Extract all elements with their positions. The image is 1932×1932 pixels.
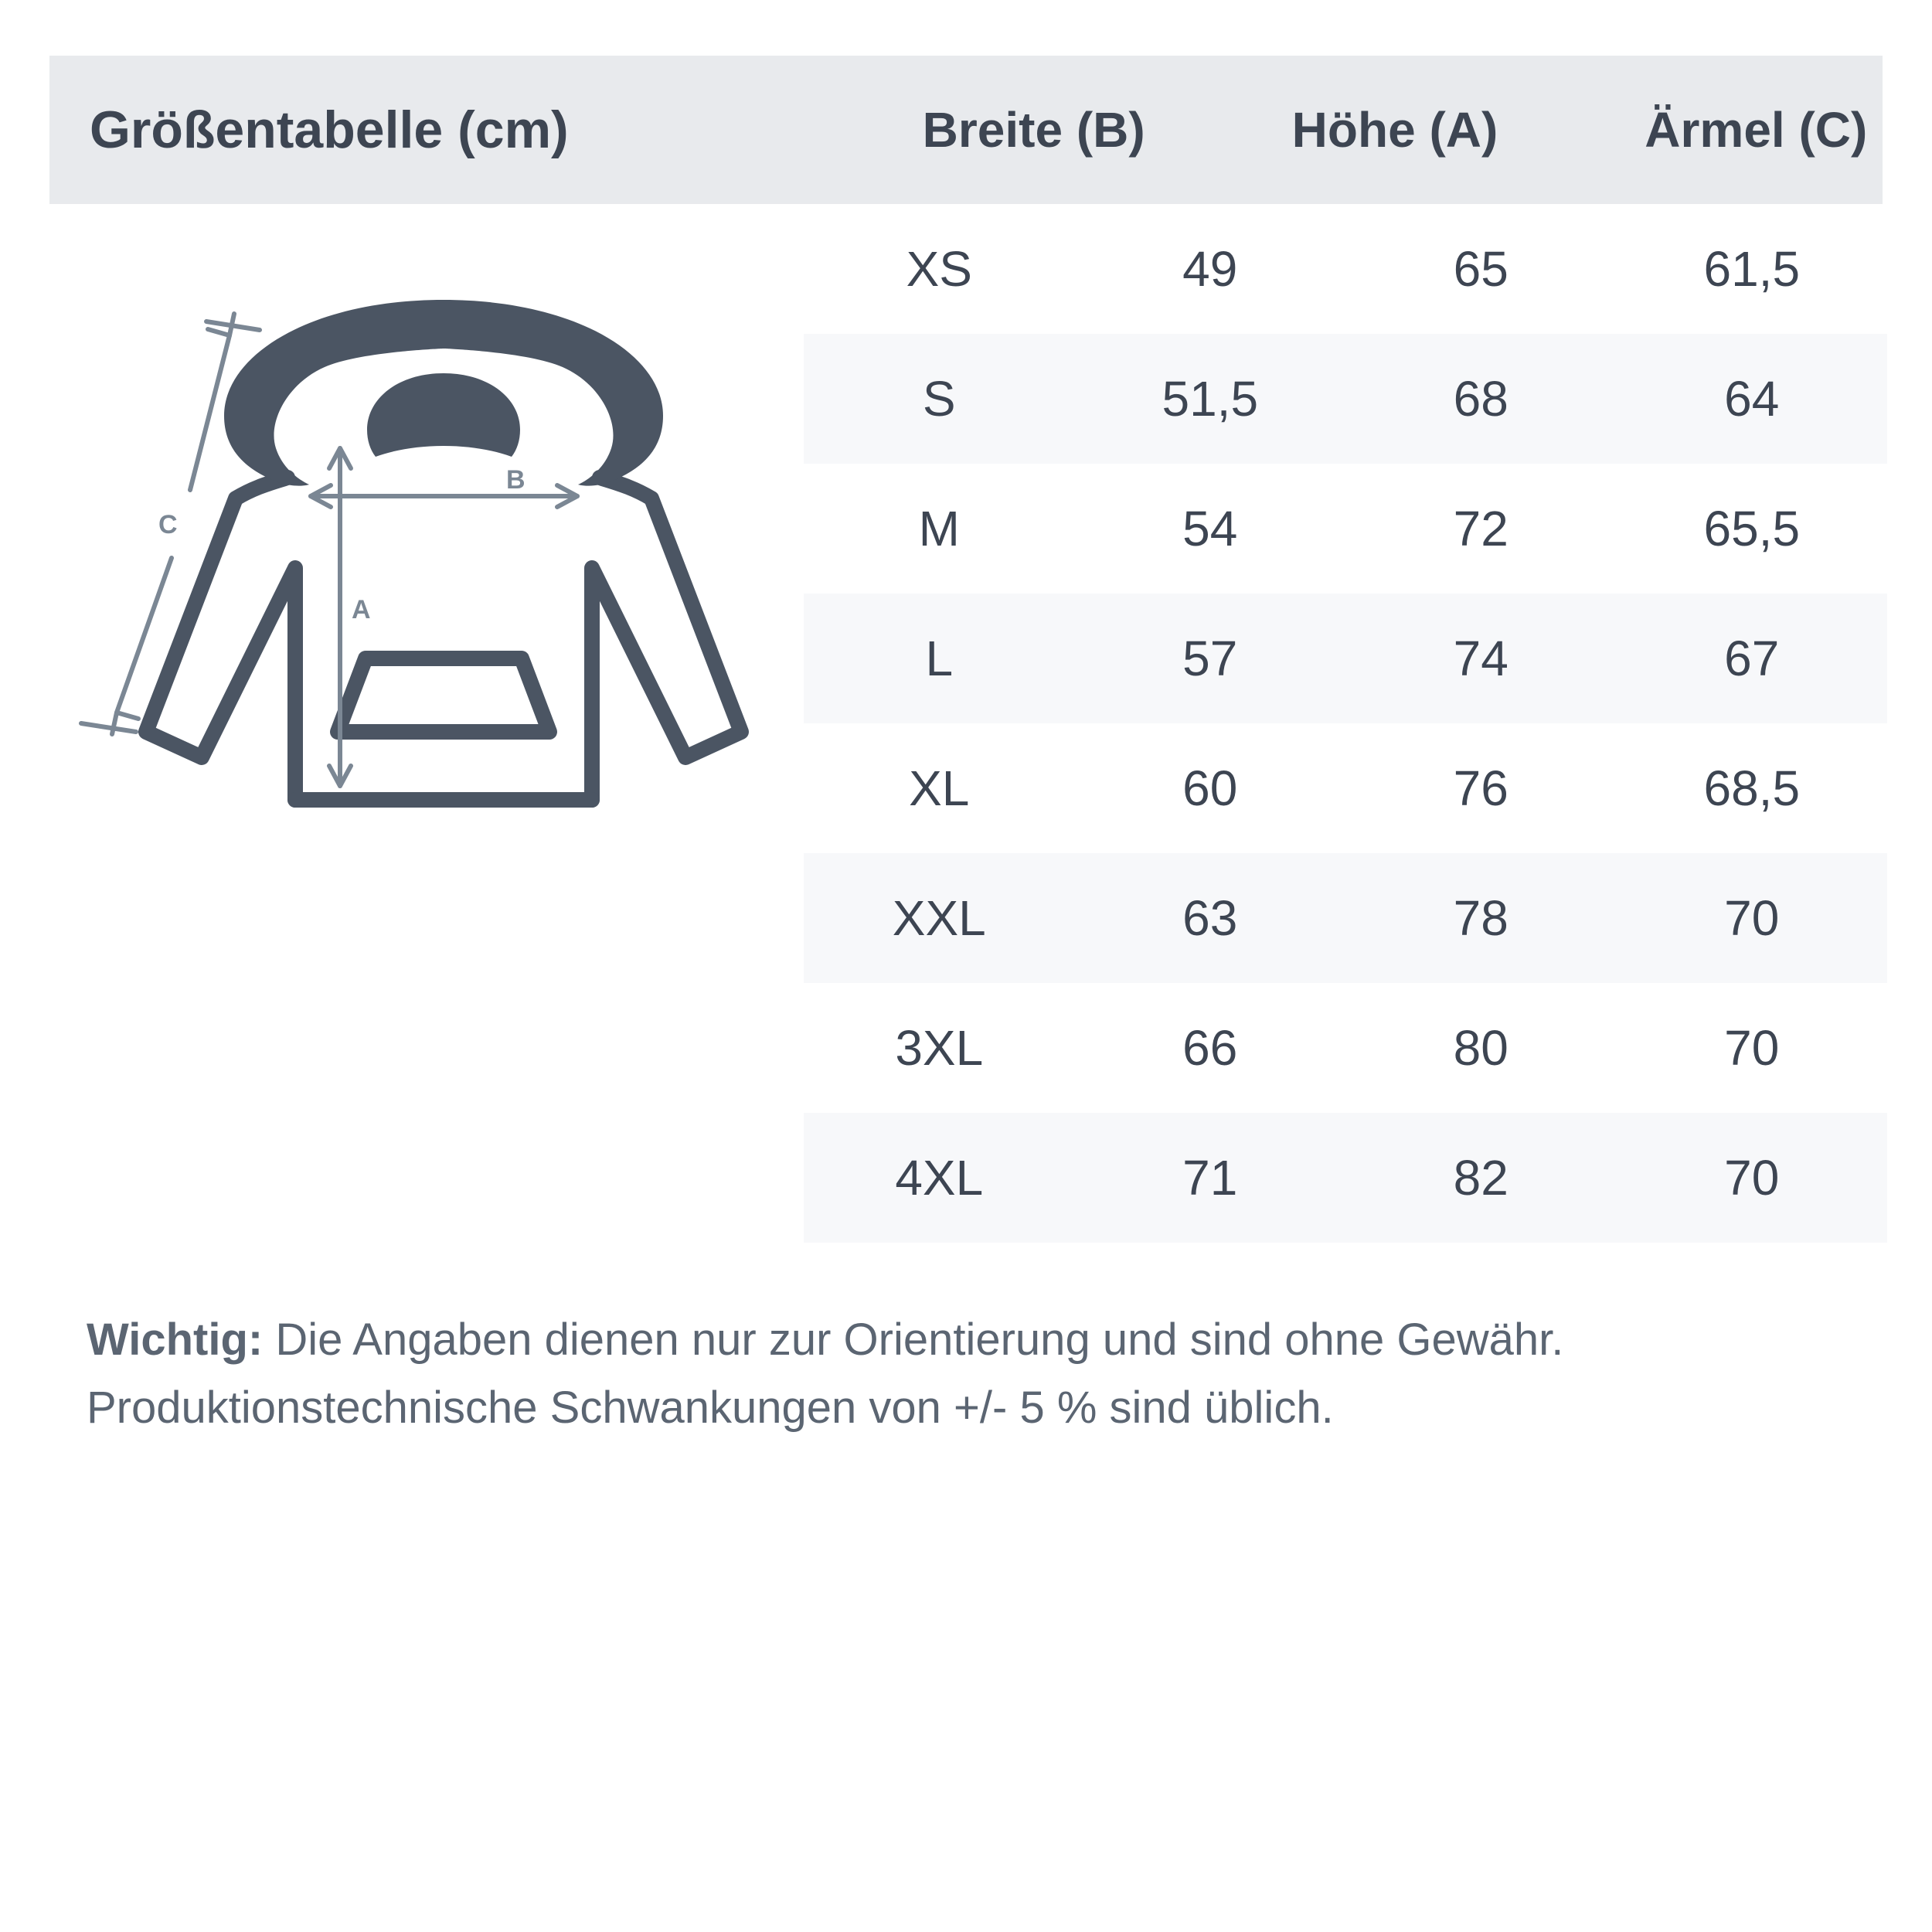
svg-text:A: A [352,595,371,624]
svg-text:B: B [506,465,526,495]
svg-text:C: C [158,510,178,539]
